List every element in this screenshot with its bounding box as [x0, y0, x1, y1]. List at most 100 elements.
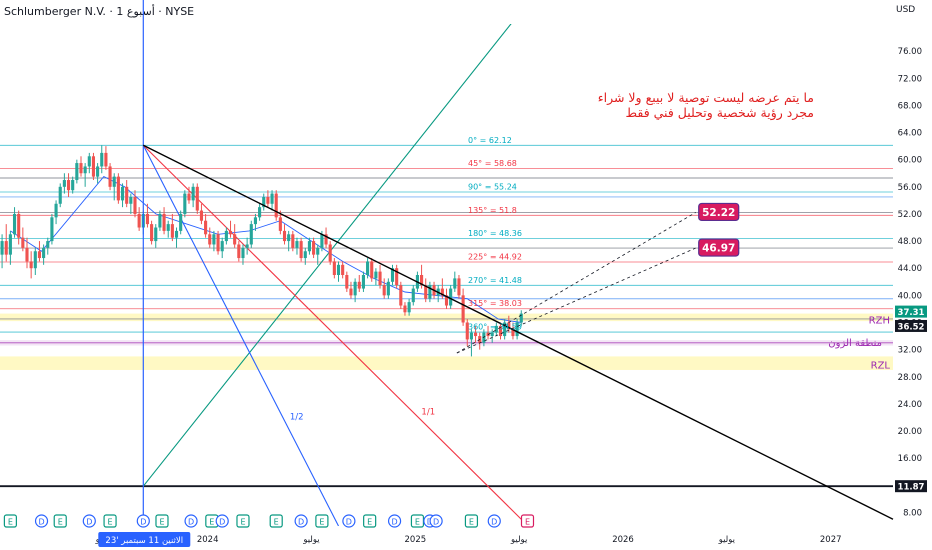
price-tag-1	[895, 319, 927, 332]
fan-level-label-2: 90° = 55.24	[468, 182, 517, 191]
candle-13	[54, 200, 58, 225]
candle-body-45	[187, 193, 191, 201]
target-box-1	[698, 238, 740, 257]
candle-15	[62, 173, 66, 194]
candle-body-124	[515, 322, 519, 337]
fan-level-label-8: 360° = 34.59	[468, 323, 522, 332]
candle-9	[37, 241, 42, 262]
candle-body-60	[249, 224, 253, 245]
dividend-marker-3	[82, 514, 96, 528]
candle-50	[208, 227, 212, 248]
candle-body-42	[174, 230, 179, 238]
candle-body-90	[374, 271, 378, 279]
candle-body-89	[370, 261, 374, 279]
candle-110	[457, 275, 461, 299]
main-trendline	[142, 144, 894, 520]
candle-89	[370, 258, 374, 282]
candle-body-61	[253, 217, 257, 225]
candle-body-38	[158, 213, 162, 228]
candle-112	[465, 319, 469, 347]
y-tick-label-6: 32.00	[898, 346, 922, 356]
candle-42	[174, 227, 179, 248]
candle-body-19	[79, 163, 83, 174]
candle-28	[116, 173, 120, 204]
candle-79	[328, 241, 332, 265]
candle-body-6	[25, 247, 29, 262]
candle-88	[366, 258, 370, 279]
candle-18	[75, 159, 79, 184]
candle-body-10	[42, 247, 46, 259]
candle-27	[112, 173, 116, 201]
candle-103	[428, 281, 432, 303]
candle-body-112	[465, 322, 469, 340]
candle-19	[79, 156, 83, 177]
candle-body-41	[170, 224, 174, 238]
candle-body-71	[295, 241, 299, 248]
candle-body-18	[75, 163, 79, 181]
candle-55	[228, 220, 233, 238]
candle-body-113	[469, 332, 473, 340]
candle-36	[150, 220, 154, 245]
candle-body-62	[258, 207, 262, 218]
candle-97	[403, 302, 407, 316]
event-letter-3: D	[86, 517, 92, 526]
event-letter-12: D	[298, 517, 304, 526]
zone-label-2: RZL	[871, 360, 891, 371]
candle-106	[440, 278, 444, 299]
price-tag-text-1: 36.52	[898, 322, 925, 332]
candle-body-13	[54, 203, 58, 218]
candle-68	[282, 224, 287, 245]
dividend-marker-16	[387, 514, 402, 528]
candle-81	[336, 261, 341, 282]
candle-8	[33, 247, 37, 275]
earnings-marker-6	[155, 514, 169, 528]
fan-level-label-4: 180° = 48.36	[468, 229, 522, 238]
candle-72	[299, 237, 303, 262]
candle-body-4	[17, 213, 21, 238]
candle-94	[390, 264, 395, 286]
candle-body-22	[91, 156, 96, 177]
fan-level-label-6: 270° = 41.48	[468, 276, 522, 285]
candle-44	[183, 190, 187, 218]
candle-body-58	[241, 247, 245, 259]
candle-body-111	[461, 295, 465, 323]
candle-93	[386, 278, 390, 299]
candle-body-1	[4, 241, 8, 255]
candle-102	[424, 278, 428, 303]
candle-body-84	[349, 288, 353, 296]
currency-label[interactable]: USD	[896, 5, 916, 15]
candle-40	[166, 220, 170, 238]
candle-71	[295, 237, 299, 255]
candle-31	[129, 193, 133, 214]
candle-body-120	[498, 325, 503, 337]
candle-body-17	[71, 180, 75, 191]
candle-body-75	[312, 241, 316, 255]
y-tick-label-8: 40.00	[898, 291, 922, 301]
zone-band-0	[0, 313, 893, 322]
event-letter-0: E	[8, 517, 13, 526]
candle-body-121	[503, 322, 507, 337]
candle-78	[324, 227, 328, 248]
candle-body-39	[162, 213, 166, 231]
event-letter-4: E	[108, 517, 113, 526]
candle-body-123	[511, 329, 515, 337]
bottom-level-tag	[895, 480, 927, 493]
candle-body-92	[382, 285, 386, 296]
y-tick-label-17: 76.00	[898, 47, 922, 57]
candle-43	[179, 210, 183, 235]
fan-level-label-5: 225° = 44.92	[468, 252, 522, 261]
earnings-marker-10	[236, 514, 250, 528]
candle-body-26	[108, 166, 112, 187]
candle-53	[220, 237, 224, 259]
date-highlight-label: الاثنين 11 سبتمبر '23	[105, 536, 183, 546]
candle-body-116	[482, 332, 486, 343]
candle-body-36	[150, 224, 154, 242]
earnings-marker-4	[103, 514, 117, 528]
candle-body-50	[208, 234, 212, 245]
candle-22	[91, 152, 96, 181]
candle-58	[241, 244, 245, 265]
candle-12	[50, 213, 54, 245]
candle-56	[233, 224, 237, 248]
candle-body-49	[204, 220, 208, 235]
